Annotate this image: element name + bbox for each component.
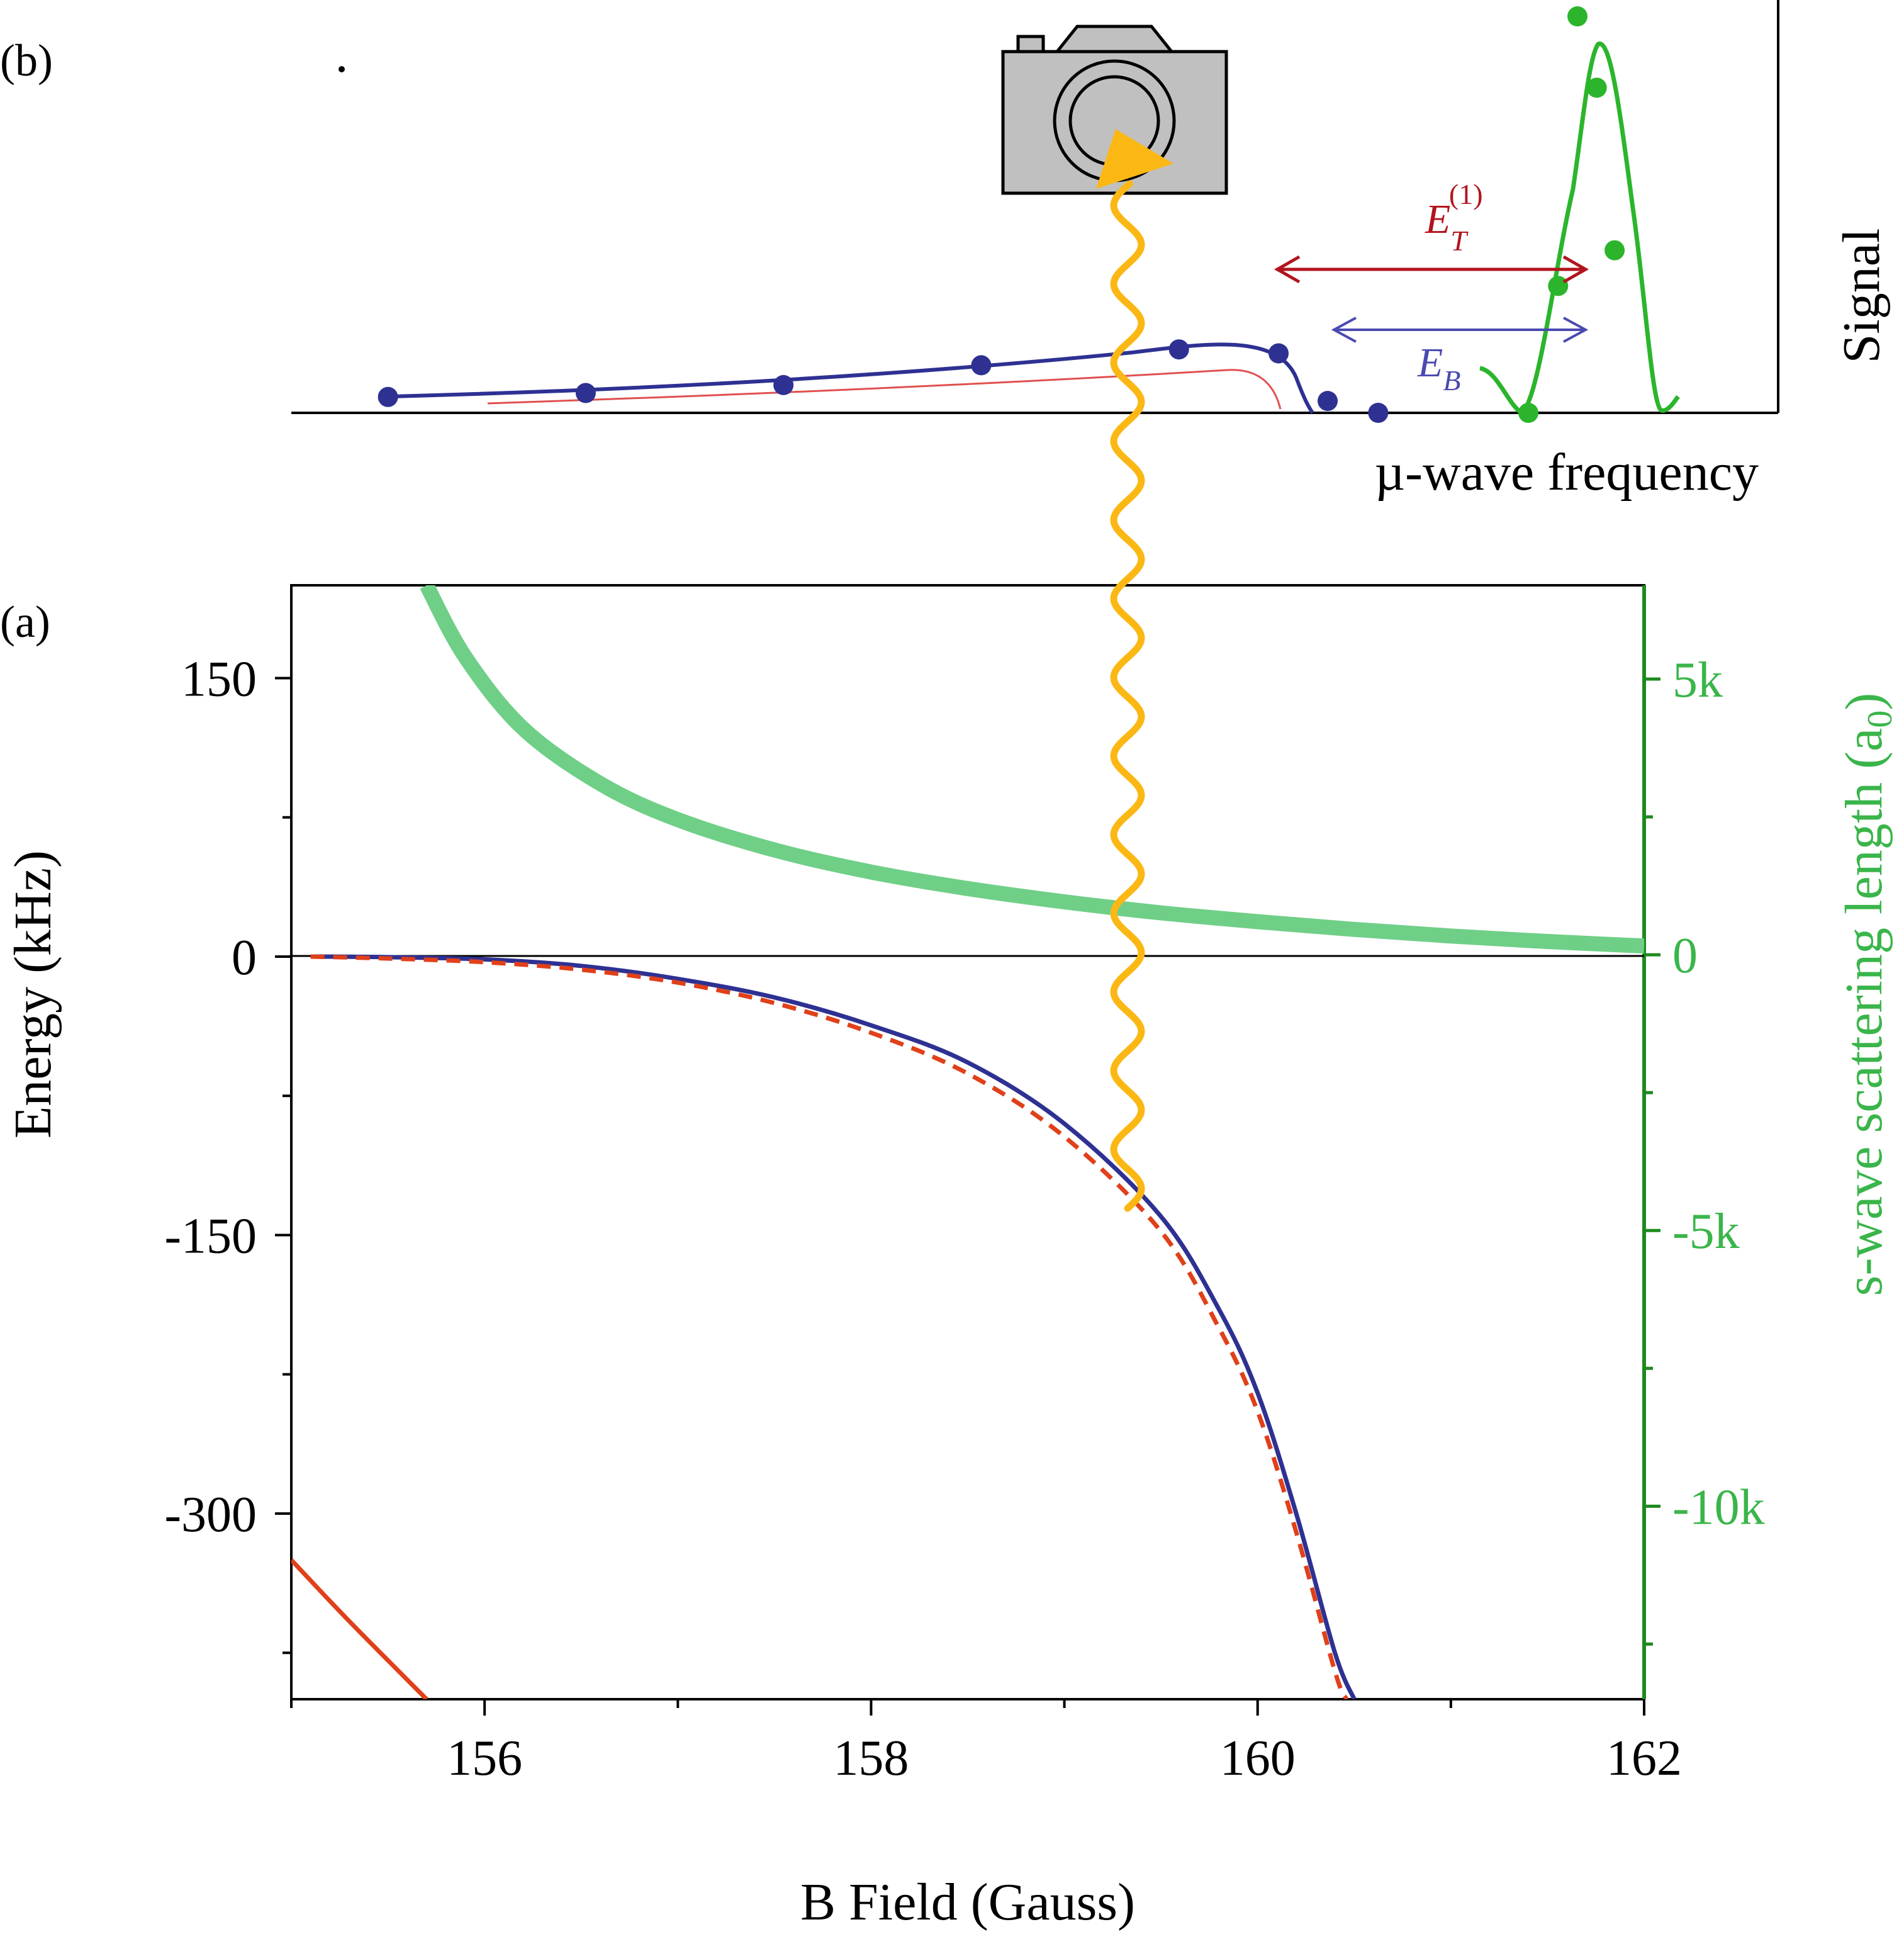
y-tick-label: 0 — [232, 930, 257, 986]
panel-b: (b) ET(1) EB µ-wave frequency Signal — [0, 0, 1891, 502]
plot-frame — [290, 584, 1645, 1700]
photon-wave — [1110, 180, 1145, 1212]
panel-b-xlabel: µ-wave frequency — [1375, 443, 1759, 502]
scattering-length-curve — [420, 585, 1644, 954]
arrow-EB-left-head — [1331, 317, 1357, 343]
y2-tick-label: -10k — [1672, 1480, 1765, 1535]
panel-a-label: (a) — [0, 597, 50, 647]
panel-b-green-points — [1518, 6, 1625, 423]
x-ticks: 156 158 160 162 — [290, 1699, 1682, 1786]
y-axis-label: Energy (kHz) — [4, 850, 62, 1138]
camera-button — [1016, 35, 1045, 53]
arrow-EB-label: EB — [1417, 340, 1460, 396]
bound-state-curve — [310, 954, 1357, 1699]
y2-axis-label: s-wave scattering length (a0) — [1835, 693, 1900, 1296]
panel-b-green-point — [1548, 276, 1569, 296]
panel-a: (a) 156 158 160 162 150 0 -150 -300 5k 0 -5k -10k… — [0, 584, 1900, 1931]
photon-arrowhead — [1096, 129, 1173, 189]
arrow-EB-right-head — [1563, 317, 1589, 343]
x-tick-label: 158 — [833, 1731, 909, 1786]
y2-tick-label: 5k — [1672, 653, 1723, 708]
panel-b-blue-point — [971, 355, 992, 376]
panel-b-blue-point — [378, 386, 398, 407]
x-tick-label: 162 — [1606, 1731, 1682, 1786]
panel-b-blue-points — [378, 339, 1389, 423]
arrow-ET: ET(1) — [1274, 178, 1589, 284]
y-tick-label: -300 — [164, 1487, 257, 1543]
camera-top — [1053, 25, 1175, 53]
photon-arrow — [1096, 129, 1173, 1212]
panel-b-blue-point — [1168, 339, 1189, 360]
arrow-ET-right-head — [1562, 255, 1589, 284]
panel-b-blue-point — [1368, 403, 1389, 423]
panel-b-blue-point — [575, 383, 596, 403]
x-tick-label: 160 — [1220, 1731, 1296, 1786]
panel-b-blue-point — [773, 374, 794, 395]
arrow-ET-label: ET(1) — [1425, 178, 1483, 257]
y-ticks: 150 0 -150 -300 — [164, 652, 291, 1655]
panel-b-blue-fit-curve — [389, 342, 1314, 414]
panel-b-blue-point — [1318, 391, 1338, 412]
panel-b-ylabel: Signal — [1832, 228, 1891, 364]
stray-dot — [339, 66, 345, 72]
panel-b-green-point — [1586, 77, 1607, 98]
deep-state-curve — [291, 1558, 428, 1699]
y-tick-label: -150 — [164, 1209, 257, 1264]
arrow-EB: EB — [1331, 317, 1589, 396]
x-axis-label: B Field (Gauss) — [800, 1873, 1135, 1931]
x-tick-label: 156 — [447, 1731, 522, 1786]
panel-b-green-point — [1567, 6, 1588, 26]
panel-b-green-point — [1518, 403, 1539, 423]
bound-state-dashed-curve — [310, 954, 1349, 1699]
y2-tick-label: 0 — [1672, 928, 1698, 984]
panel-b-blue-point — [1268, 343, 1289, 364]
panel-b-label: (b) — [0, 35, 53, 86]
panel-b-red-thin-curve — [487, 369, 1282, 410]
panel-b-green-fit-curve — [1479, 42, 1680, 416]
y2-tick-label: -5k — [1672, 1204, 1740, 1259]
arrow-ET-left-head — [1274, 255, 1301, 284]
y2-ticks: 5k 0 -5k -10k — [1644, 653, 1765, 1646]
panel-b-green-point — [1604, 240, 1625, 261]
y-tick-label: 150 — [181, 652, 257, 707]
